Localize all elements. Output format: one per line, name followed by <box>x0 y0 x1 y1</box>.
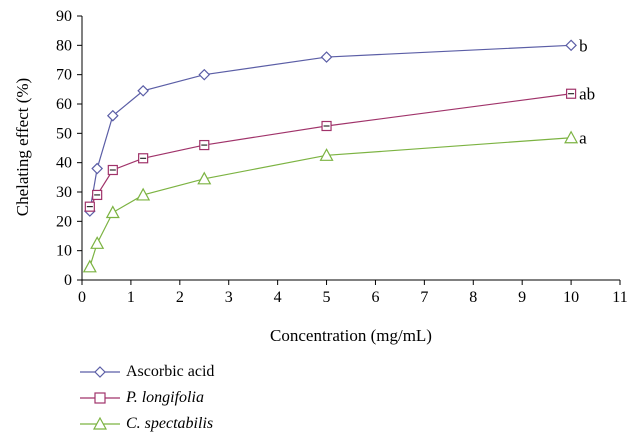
data-point <box>105 205 120 219</box>
y-tick-label: 0 <box>64 272 72 289</box>
y-tick-label: 20 <box>56 213 72 230</box>
legend: Ascorbic acid P. longifolia C. spectabil… <box>80 359 214 437</box>
significance-label: b <box>579 36 588 55</box>
series-p-longifolia: ab <box>84 85 595 212</box>
y-tick-label: 10 <box>56 243 72 260</box>
x-axis-title: Concentration (mg/mL) <box>270 326 432 345</box>
x-tick-label: 0 <box>78 289 86 306</box>
x-tick-label: 1 <box>127 289 135 306</box>
square-marker-icon <box>80 392 120 404</box>
y-tick-label: 50 <box>56 125 72 142</box>
x-tick-label: 5 <box>323 289 331 306</box>
legend-label: P. longifolia <box>126 389 204 406</box>
y-tick-label: 30 <box>56 184 72 201</box>
axes: 0 10 20 30 40 50 60 70 80 90 0 1 2 3 4 5 6 7 8 9 10 11 <box>56 8 628 306</box>
data-point <box>90 236 105 249</box>
series-layer: b ab a <box>82 36 595 273</box>
series-ascorbic-acid: b <box>83 36 588 217</box>
data-point <box>197 171 212 185</box>
data-point <box>198 68 211 81</box>
significance-label: ab <box>579 85 595 104</box>
data-point <box>320 51 333 63</box>
x-tick-label: 2 <box>176 289 184 306</box>
data-point <box>106 109 119 122</box>
y-tick-label: 90 <box>56 8 72 25</box>
data-point <box>565 39 577 52</box>
y-tick-label: 60 <box>56 96 72 113</box>
x-tick-label: 4 <box>274 289 282 306</box>
y-tick-label: 70 <box>56 67 72 84</box>
significance-label: a <box>579 129 587 148</box>
legend-item-c-spectabilis: C. spectabilis <box>80 411 214 437</box>
chart: 0 10 20 30 40 50 60 70 80 90 0 1 2 3 4 5 6 7 8 9 10 11 b ab a C… <box>13 8 628 345</box>
x-tick-label: 9 <box>518 289 526 306</box>
data-point <box>136 187 151 201</box>
x-tick-label: 3 <box>225 289 233 306</box>
data-point <box>91 162 104 175</box>
triangle-marker-icon <box>80 416 120 430</box>
legend-label: Ascorbic acid <box>126 363 215 380</box>
legend-item-p-longifolia: P. longifolia <box>80 385 214 411</box>
data-point <box>319 148 334 161</box>
legend-label: C. spectabilis <box>126 415 214 432</box>
y-tick-label: 40 <box>56 155 72 172</box>
y-axis-title: Chelating effect (%) <box>13 78 32 216</box>
diamond-marker-icon <box>80 366 120 378</box>
data-point <box>564 130 579 144</box>
x-tick-label: 10 <box>563 289 579 306</box>
legend-item-ascorbic-acid: Ascorbic acid <box>80 359 214 385</box>
x-tick-label: 11 <box>612 289 627 306</box>
series-c-spectabilis: a <box>82 129 587 273</box>
x-tick-label: 6 <box>371 289 379 306</box>
data-point <box>82 259 97 273</box>
x-tick-label: 7 <box>420 289 428 306</box>
data-point <box>137 84 149 97</box>
x-tick-label: 8 <box>469 289 477 306</box>
y-tick-label: 80 <box>56 37 72 54</box>
